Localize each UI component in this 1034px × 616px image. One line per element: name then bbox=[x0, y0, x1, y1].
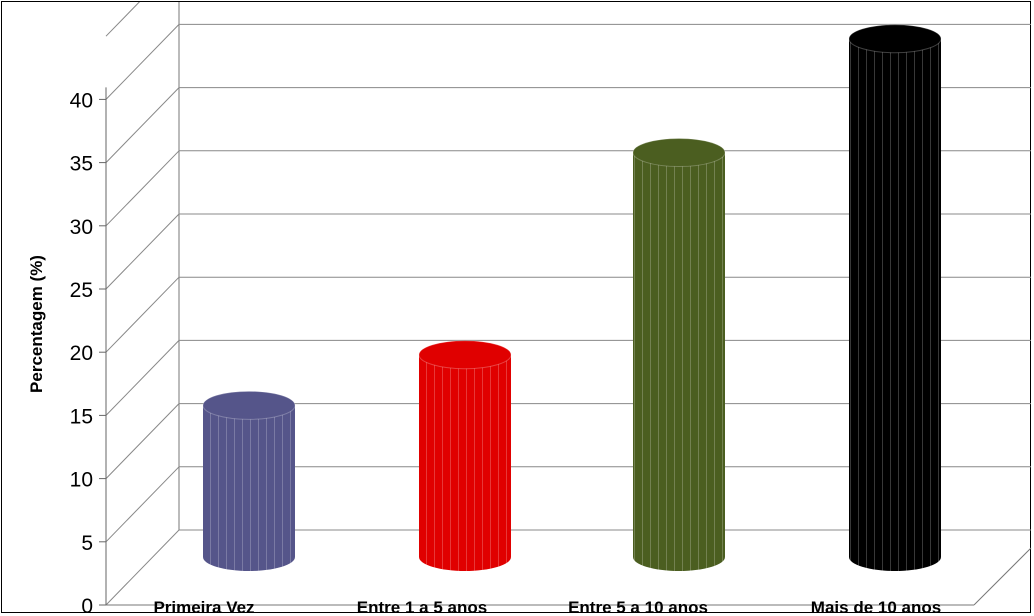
bar-top bbox=[632, 138, 726, 168]
bars bbox=[202, 24, 942, 571]
y-tick-label: 40 bbox=[70, 89, 93, 112]
bar bbox=[418, 340, 512, 571]
y-axis-title: Percentagem (%) bbox=[27, 255, 46, 393]
bar-top bbox=[848, 24, 942, 54]
y-tick-label: 35 bbox=[70, 153, 93, 176]
bar bbox=[632, 138, 726, 571]
y-axis-ticks: 0 5 10 15 20 25 30 35 40 bbox=[70, 89, 106, 614]
bar-body-stripes bbox=[203, 405, 295, 571]
x-category-label: Primeira Vez bbox=[153, 598, 254, 614]
gridline-diagonal bbox=[105, 403, 180, 479]
y-tick-label: 20 bbox=[70, 342, 93, 365]
x-category-label: Entre 5 a 10 anos bbox=[568, 598, 708, 614]
y-tick-label: 30 bbox=[70, 216, 93, 239]
x-category-label: Entre 1 a 5 anos bbox=[357, 598, 487, 614]
gridline-diagonal bbox=[105, 24, 180, 100]
gridline-diagonal bbox=[105, 340, 180, 416]
x-category-label: Mais de 10 anos bbox=[811, 598, 941, 614]
x-axis-categories: Primeira Vez Entre 1 a 5 anos Entre 5 a 10… bbox=[153, 598, 941, 614]
gridline-diagonal bbox=[105, 276, 180, 353]
bar-body-stripes bbox=[419, 354, 511, 571]
y-tick-label: 15 bbox=[70, 405, 93, 428]
bar bbox=[848, 24, 942, 571]
bar bbox=[202, 390, 296, 571]
gridline-diagonal bbox=[105, 87, 180, 163]
bar-top bbox=[202, 390, 296, 420]
bar-top bbox=[418, 340, 512, 370]
gridline-diagonal bbox=[105, 529, 180, 606]
floor-right-edge bbox=[973, 547, 1032, 606]
gridline-diagonal bbox=[105, 213, 180, 290]
bar-body-stripes bbox=[849, 38, 941, 571]
bar-body-stripes bbox=[633, 152, 725, 571]
y-tick-label: 10 bbox=[70, 469, 93, 492]
y-tick-label: 5 bbox=[81, 532, 93, 555]
gridline-diagonal bbox=[105, 150, 180, 227]
y-tick-label: 0 bbox=[81, 595, 93, 614]
gridline-diagonal bbox=[105, 466, 180, 543]
gridline-diagonal bbox=[105, 2, 140, 37]
y-tick-label: 25 bbox=[70, 279, 93, 302]
